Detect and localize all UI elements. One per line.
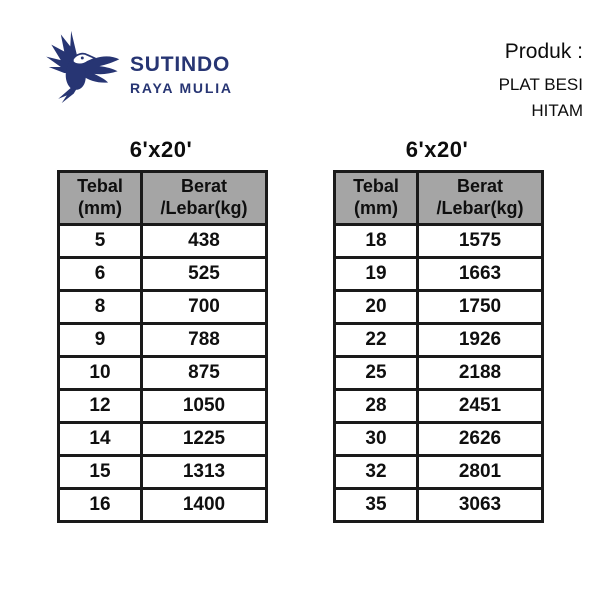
table-cell: 16 [57, 487, 143, 523]
weight-table-left: Tebal (mm) Berat/Lebar(kg) 5 438 6 525 8 700 9 788… [57, 170, 268, 523]
table-row: 10 875 [57, 355, 268, 391]
table-cell: 1225 [140, 421, 268, 457]
table-cell: 9 [57, 322, 143, 358]
table-row: 14 1225 [57, 421, 268, 457]
column-header: Berat/Lebar(kg) [416, 170, 544, 226]
weight-table-section-right: 6'x20' Tebal (mm) Berat/Lebar(kg) 18 1575 19 1… [333, 137, 544, 523]
table-cell: 30 [333, 421, 419, 457]
table-row: 22 1926 [333, 322, 544, 358]
table-cell: 22 [333, 322, 419, 358]
table-cell: 14 [57, 421, 143, 457]
column-header: Tebal (mm) [333, 170, 419, 226]
logo-name-primary: SUTINDO [130, 53, 231, 77]
eagle-icon [46, 30, 120, 104]
table-cell: 2188 [416, 355, 544, 391]
table-cell: 1575 [416, 223, 544, 259]
product-name-line1: PLAT BESI [498, 75, 583, 95]
table-cell: 788 [140, 322, 268, 358]
table-row: 9 788 [57, 322, 268, 358]
table-cell: 438 [140, 223, 268, 259]
table-cell: 10 [57, 355, 143, 391]
header-row: Tebal (mm) Berat/Lebar(kg) [333, 170, 544, 226]
table-row: 32 2801 [333, 454, 544, 490]
table-cell: 20 [333, 289, 419, 325]
table-row: 28 2451 [333, 388, 544, 424]
table-row: 18 1575 [333, 223, 544, 259]
table-row: 19 1663 [333, 256, 544, 292]
table-cell: 12 [57, 388, 143, 424]
table-row: 25 2188 [333, 355, 544, 391]
table-cell: 18 [333, 223, 419, 259]
table-cell: 35 [333, 487, 419, 523]
table-cell: 2626 [416, 421, 544, 457]
product-info: Produk : PLAT BESI HITAM [499, 40, 583, 125]
table-cell: 1663 [416, 256, 544, 292]
table-cell: 28 [333, 388, 419, 424]
column-header: Berat/Lebar(kg) [140, 170, 268, 226]
company-logo: SUTINDO RAYA MULIA [34, 24, 233, 110]
table-cell: 1400 [140, 487, 268, 523]
table-row: 30 2626 [333, 421, 544, 457]
header-row: Tebal (mm) Berat/Lebar(kg) [57, 170, 268, 226]
table-cell: 8 [57, 289, 143, 325]
table-cell: 1926 [416, 322, 544, 358]
table-cell: 700 [140, 289, 268, 325]
table-row: 6 525 [57, 256, 268, 292]
table-cell: 25 [333, 355, 419, 391]
table-cell: 875 [140, 355, 268, 391]
table-cell: 1050 [140, 388, 268, 424]
weight-table-right: Tebal (mm) Berat/Lebar(kg) 18 1575 19 1663 20 17… [333, 170, 544, 523]
table-cell: 2451 [416, 388, 544, 424]
table-row: 8 700 [57, 289, 268, 325]
table-cell: 15 [57, 454, 143, 490]
table-row: 35 3063 [333, 487, 544, 523]
product-label: Produk : [504, 40, 583, 63]
table-row: 16 1400 [57, 487, 268, 523]
table-cell: 1750 [416, 289, 544, 325]
table-row: 20 1750 [333, 289, 544, 325]
table-title: 6'x20' [405, 137, 469, 162]
table-cell: 3063 [416, 487, 544, 523]
product-name-line2: HITAM [531, 101, 583, 121]
table-cell: 32 [333, 454, 419, 490]
table-title: 6'x20' [129, 137, 193, 162]
table-cell: 2801 [416, 454, 544, 490]
column-header: Tebal (mm) [57, 170, 143, 226]
table-cell: 525 [140, 256, 268, 292]
table-cell: 5 [57, 223, 143, 259]
weight-table-section-left: 6'x20' Tebal (mm) Berat/Lebar(kg) 5 438 6 525 8… [57, 137, 268, 523]
table-row: 15 1313 [57, 454, 268, 490]
table-cell: 1313 [140, 454, 268, 490]
table-cell: 6 [57, 256, 143, 292]
table-cell: 19 [333, 256, 419, 292]
table-row: 12 1050 [57, 388, 268, 424]
table-row: 5 438 [57, 223, 268, 259]
logo-name-secondary: RAYA MULIA [130, 79, 233, 96]
logo-text: SUTINDO RAYA MULIA [130, 53, 233, 96]
